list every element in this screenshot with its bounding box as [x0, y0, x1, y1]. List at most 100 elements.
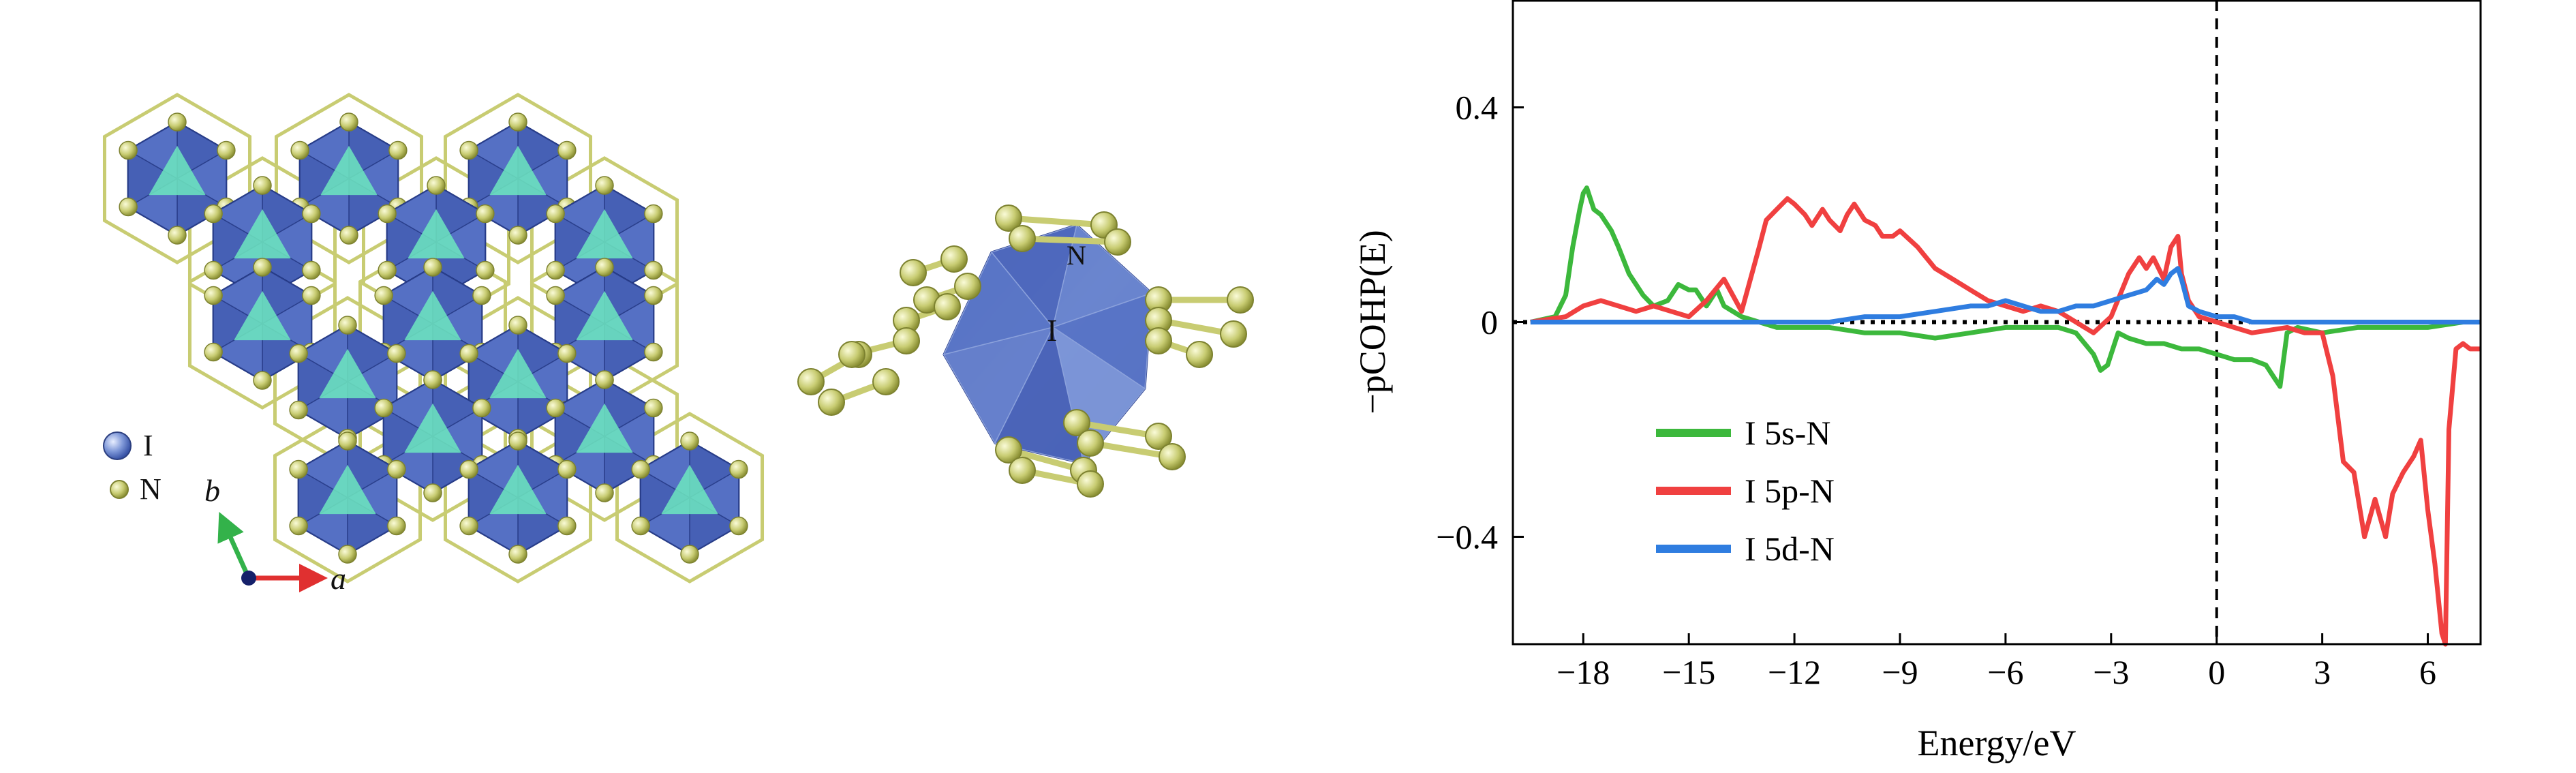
nitrogen-atom — [119, 140, 138, 160]
series-line-2 — [1530, 266, 2481, 324]
nitrogen-atom — [546, 398, 565, 418]
nitrogen-atom — [595, 483, 614, 502]
nitrogen-atom — [557, 344, 577, 363]
pcohp-chart: −18 −15 −12 −9 −6 −3 0 3 6 0.4 0 −0.4 I 5s-N I 5p-N I… — [1329, 0, 2576, 770]
nitrogen-atom — [644, 286, 663, 305]
nitrogen-atom — [995, 436, 1022, 464]
x-tick-label: 6 — [2419, 653, 2436, 691]
nitrogen-atom — [557, 516, 577, 536]
nitrogen-atom — [427, 176, 446, 195]
nitrogen-atom — [476, 260, 495, 280]
nitrogen-atom — [546, 260, 565, 280]
nitrogen-atom — [508, 431, 527, 451]
nitrogen-atom — [546, 286, 565, 305]
nitrogen-atom — [1104, 228, 1131, 256]
y-tick-label: −0.4 — [1436, 518, 1498, 556]
nitrogen-atom — [253, 371, 272, 390]
a-axis-label: a — [331, 561, 346, 596]
x-tick-label: −3 — [2093, 653, 2129, 691]
atom-legend: I N — [103, 429, 162, 506]
nitrogen-atom — [729, 459, 748, 479]
nitrogen-atom — [729, 516, 748, 536]
legend-label-0: I 5s-N — [1745, 414, 1830, 452]
nitrogen-atom — [423, 370, 442, 389]
nitrogen-atom — [934, 293, 961, 320]
nitrogen-atom — [338, 316, 357, 335]
nitrogen-atom — [204, 342, 223, 362]
nitrogen-atom — [557, 459, 577, 479]
nitrogen-atom — [289, 459, 308, 479]
nitrogen-atom — [797, 368, 825, 395]
nitrogen-atom — [119, 197, 138, 217]
nitrogen-atom — [338, 545, 357, 564]
y-axis-label: −pCOHP(E) — [1352, 230, 1393, 414]
nitrogen-atom — [472, 398, 491, 418]
nitrogen-atom — [940, 245, 968, 273]
nitrogen-atom — [388, 140, 408, 160]
iodine-atom-legend-icon — [103, 431, 132, 460]
nitrogen-atom — [217, 140, 236, 160]
nitrogen-atom — [338, 431, 357, 451]
nitrogen-atom — [872, 368, 900, 395]
nitrogen-atom — [680, 431, 699, 451]
nitrogen-atom — [374, 286, 393, 305]
nitrogen-atom — [644, 204, 663, 224]
nitrogen-atom — [595, 176, 614, 195]
nitrogen-atom — [378, 260, 397, 280]
legend-label-i: I — [143, 429, 153, 462]
nitrogen-atom — [459, 140, 478, 160]
series-line-1 — [1530, 196, 2481, 647]
x-tick-label: 0 — [2208, 653, 2225, 691]
nitrogen-atom — [290, 140, 309, 160]
nitrogen-atom — [387, 344, 406, 363]
nitrogen-atom — [508, 316, 527, 335]
y-tick-label: 0 — [1481, 303, 1498, 342]
nitrogen-atom — [631, 516, 650, 536]
nitrogen-atom — [1063, 409, 1090, 436]
nitrogen-atom — [204, 204, 223, 224]
y-tick-label: 0.4 — [1456, 89, 1499, 127]
nitrogen-atom — [339, 112, 358, 132]
i-n-octahedron — [459, 431, 577, 564]
x-axis-label: Energy/eV — [1918, 723, 2076, 763]
nitrogen-atom — [168, 112, 187, 132]
nitrogen-atom — [644, 398, 663, 418]
nitrogen-atom — [680, 545, 699, 564]
nitrogen-atom — [302, 260, 321, 280]
series-line-0 — [1530, 185, 2481, 389]
nitrogen-atom — [168, 226, 187, 245]
nitrogen-atom — [893, 327, 920, 354]
legend-label-n: N — [140, 472, 162, 506]
chart-legend: I 5s-N I 5p-N I 5d-N — [1656, 414, 1835, 568]
nitrogen-atom — [459, 516, 478, 536]
nitrogen-atom — [387, 516, 406, 536]
chart-axes: −18 −15 −12 −9 −6 −3 0 3 6 0.4 0 −0.4 — [1436, 0, 2482, 691]
nitrogen-atom-legend-icon — [110, 480, 129, 499]
cluster-label-n: N — [1067, 240, 1086, 271]
nitrogen-atom — [387, 459, 406, 479]
x-tick-label: −15 — [1662, 653, 1715, 691]
i-n-octahedron — [631, 431, 748, 564]
pcohp-chart-svg: −18 −15 −12 −9 −6 −3 0 3 60.40−0.4 I 5s-NI 5p-NI… — [1352, 0, 2482, 763]
nitrogen-atom — [838, 341, 865, 368]
legend-label-2: I 5d-N — [1745, 530, 1835, 568]
nitrogen-atom — [339, 226, 358, 245]
nitrogen-atom — [302, 286, 321, 305]
nitrogen-atom — [472, 286, 491, 305]
nitrogen-atom — [631, 459, 650, 479]
nitrogen-atom — [1145, 423, 1172, 450]
iodine-nitrogen-cluster — [797, 204, 1254, 498]
nitrogen-atom — [508, 226, 527, 245]
nitrogen-atom — [595, 370, 614, 389]
nitrogen-atom — [508, 545, 527, 564]
crystal-structure-illustration: I N b a N I — [102, 93, 1254, 596]
i-n-octahedron — [546, 176, 663, 308]
nitrogen-atom — [644, 342, 663, 362]
nitrogen-atom — [253, 258, 272, 277]
nitrogen-atom — [644, 260, 663, 280]
x-tick-label: −9 — [1882, 653, 1918, 691]
legend-label-1: I 5p-N — [1745, 472, 1835, 510]
nitrogen-atom — [557, 140, 577, 160]
b-axis-label: b — [204, 473, 220, 508]
nitrogen-atom — [374, 398, 393, 418]
